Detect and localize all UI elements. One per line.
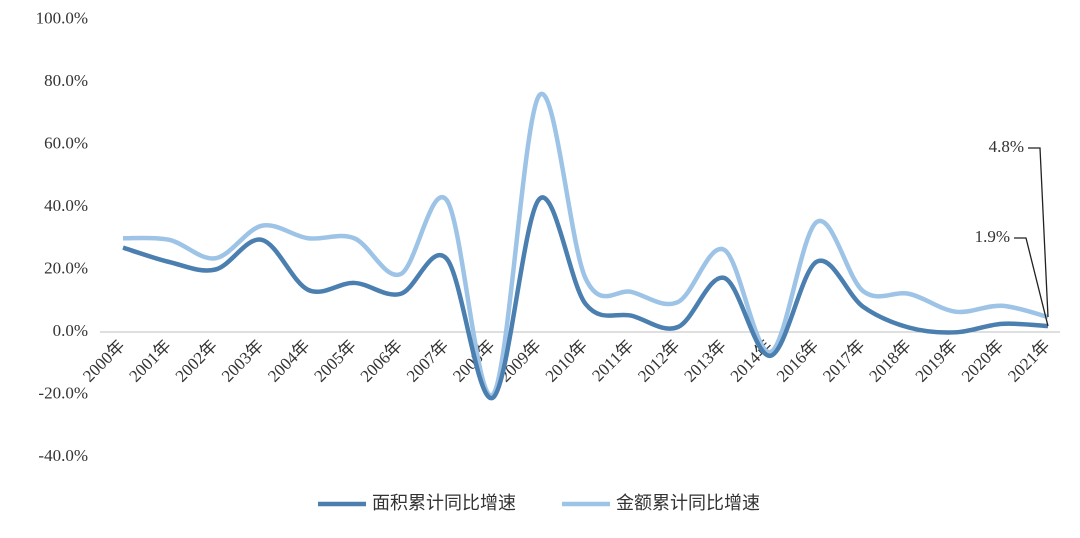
x-tick-label: 2014年 (727, 336, 776, 385)
x-tick-label: 2020年 (958, 336, 1007, 385)
y-tick-label: 20.0% (44, 258, 88, 277)
leader-line (1028, 147, 1049, 318)
x-tick-label: 2001年 (125, 336, 174, 385)
y-tick-label: 40.0% (44, 196, 88, 215)
x-tick-label: 2021年 (1004, 336, 1053, 385)
x-tick-label: 2004年 (264, 336, 313, 385)
x-tick-label: 2012年 (634, 336, 683, 385)
x-tick-label: 2010年 (542, 336, 591, 385)
x-tick-label: 2005年 (310, 336, 359, 385)
series-line (122, 195, 1049, 400)
value-label: 4.8% (989, 137, 1024, 156)
x-tick-label: 2002年 (172, 336, 221, 385)
legend-label: 金额累计同比增速 (616, 493, 760, 514)
y-tick-label: 60.0% (44, 133, 88, 152)
y-tick-label: -20.0% (38, 383, 88, 402)
x-tick-label: 2011年 (588, 336, 637, 385)
legend-label: 面积累计同比增速 (372, 493, 516, 514)
y-tick-label: 80.0% (44, 71, 88, 90)
x-tick-label: 2000年 (79, 336, 128, 385)
y-tick-label: 100.0% (36, 8, 88, 27)
x-tick-label: 2019年 (912, 336, 961, 385)
x-tick-label: 2006年 (357, 336, 406, 385)
series-line (122, 91, 1049, 398)
x-tick-label: 2007年 (403, 336, 452, 385)
x-tick-label: 2018年 (865, 336, 914, 385)
x-tick-label: 2013年 (680, 336, 729, 385)
leader-line (1014, 237, 1049, 327)
y-tick-label: 0.0% (53, 321, 88, 340)
value-label: 1.9% (975, 227, 1010, 246)
x-tick-label: 2003年 (218, 336, 267, 385)
y-tick-label: -40.0% (38, 446, 88, 465)
x-tick-label: 2017年 (819, 336, 868, 385)
legend: 面积累计同比增速 金额累计同比增速 (318, 493, 760, 514)
